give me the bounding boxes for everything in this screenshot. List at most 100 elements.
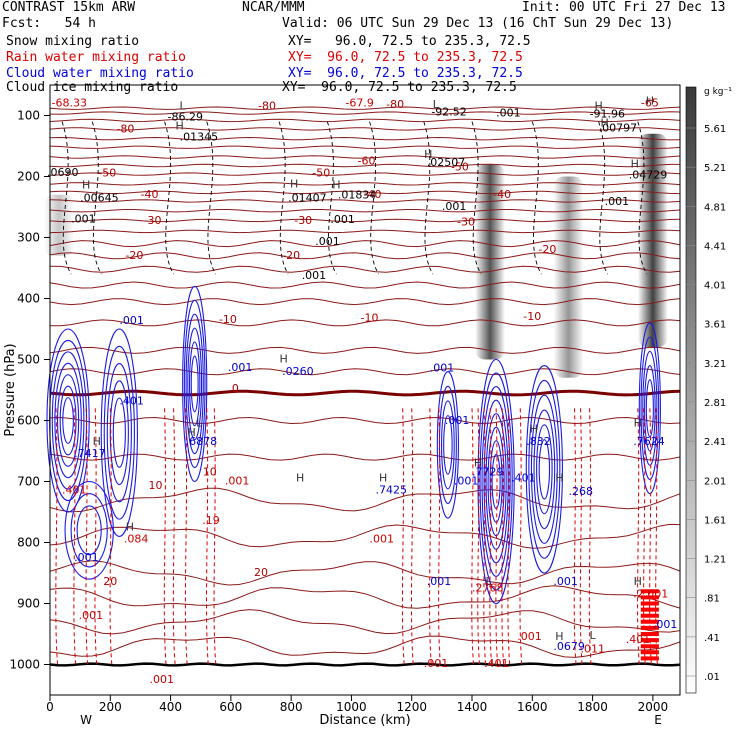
extremum-marker: H [82,179,90,192]
isotherm-line [49,368,681,376]
contour-value-label: .001 [427,575,452,588]
extremum-marker: H [601,116,609,129]
isotherm-label: -80 [386,98,404,111]
isotherm-label: -80 [258,99,276,112]
isotherm-line [49,127,681,131]
x-tick-label: 1800 [577,700,608,714]
isotherm-line [49,163,680,168]
rain-water-contour [206,408,209,665]
rain-water-contour [94,408,98,665]
extremum-marker: H [126,520,134,533]
colorbar-unit: g kg⁻¹ [704,87,732,97]
rain-water-contour [401,408,405,665]
contour-value-label: .001 [517,630,542,643]
contour-value-label: .401 [119,395,143,408]
contour-value-label: .001 [228,361,253,374]
contour-value-label: .19 [202,514,220,527]
contour-value-label: .001 [430,362,455,375]
cloud-water-contour [59,385,77,456]
cloud-ice-contour [326,121,337,275]
extremum-marker: H [555,630,563,643]
cloud-water-contour [640,336,660,481]
contour-value-label: .001 [330,213,355,226]
y-tick-label: 600 [17,414,40,428]
cloud-water-contour [187,327,203,441]
contour-value-label: .001 [496,107,521,120]
extremum-marker: H [93,435,101,448]
colorbar-label: 3.61 [704,320,726,331]
isotherm-label: 20 [254,566,268,579]
isotherm-line [49,523,681,549]
cloud-water-contour [443,415,453,475]
x-tick-label: 800 [280,700,303,714]
contour-value-label: -68.33 [52,96,87,109]
extremum-marker: H [279,353,287,366]
cloud-water-contour [533,409,556,530]
cloud-water-contour [528,379,561,559]
extremum-marker: L [180,99,187,112]
center-label: NCAR/MMM [242,0,305,15]
cloud-water-contour [538,439,551,500]
rain-water-contour [429,408,432,665]
contour-value-label: .001 [445,414,470,427]
contour-value-label: .7417 [74,447,106,460]
cloud-water-contour [54,362,82,479]
rain-water-contour [588,408,592,665]
colorbar-label: 4.01 [704,281,726,292]
isotherm-line [49,199,681,203]
contour-value-label: .001 [605,195,630,208]
extremum-marker: H [530,423,538,436]
extremum-marker: H [188,426,196,439]
isotherm-line [49,416,681,425]
snow-shading-column [475,164,506,360]
isotherm-line [49,298,681,306]
rain-water-contour [410,408,414,665]
legend-rain-line: XY= 96.0, 72.5 to 235.3, 72.5 [288,50,523,65]
cloud-water-contour [489,440,503,523]
contour-value-label: .001 [119,314,143,327]
colorbar-label: 5.21 [704,163,726,174]
y-tick-label: 500 [17,353,40,367]
colorbar-label: 5.61 [704,124,726,135]
contour-value-label: .401 [484,657,509,670]
snow-shading-column [553,176,584,378]
rain-water-contour [109,408,113,665]
cloud-water-contour [64,480,114,580]
contour-value-label: .04729 [629,168,668,181]
contour-value-label: -92.52 [431,106,466,119]
isotherm-line [49,609,681,635]
isotherm-label: -30 [294,214,312,227]
y-tick-label: 300 [17,231,40,245]
rain-water-contour [438,408,441,665]
extremum-marker: H [332,179,340,192]
isotherm-line [49,560,681,586]
isotherm-line [49,111,681,115]
cloud-water-contour [70,493,108,568]
contour-value-label: .01345 [180,131,219,144]
y-tick-label: 900 [17,597,40,611]
extremum-marker: H [175,120,183,133]
cloud-water-contour [62,397,74,444]
extremum-marker: H [296,472,304,485]
cloud-water-contour [525,365,563,574]
isotherm-label: -10 [361,312,379,325]
contour-value-label: .001 [424,657,449,670]
isotherm-label: -80 [116,123,134,136]
legend-snow-line: XY= 96.0, 72.5 to 235.3, 72.5 [288,34,531,49]
isotherm-line [49,172,681,176]
extremum-marker: L [433,98,440,111]
contour-value-label: .0679 [553,640,585,653]
contour-value-label: .0260 [282,365,314,378]
colorbar-label: .81 [704,594,720,605]
rain-water-contour [85,408,89,665]
cloud-water-contour [190,355,199,413]
isotherm-line [49,218,681,223]
x-tick-label: 400 [159,700,182,714]
extremum-marker: H [474,456,482,469]
contour-value-label: .832 [526,435,551,448]
west-label: W [80,713,92,727]
isotherm-line [49,265,681,273]
rain-water-contour [501,408,505,665]
colorbar-label: 1.61 [704,515,726,526]
